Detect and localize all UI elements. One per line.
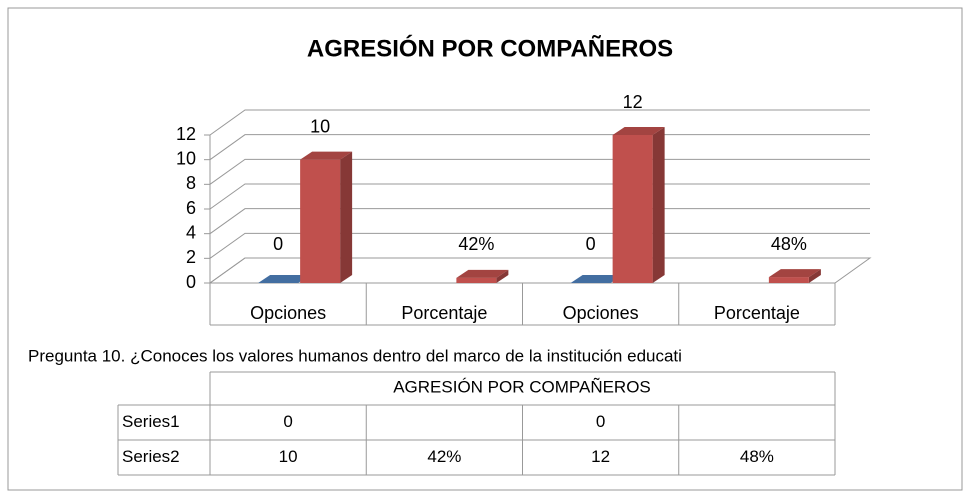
bar-side [808, 269, 821, 283]
bar-side [340, 151, 353, 283]
table-cell: 48% [740, 447, 774, 466]
subtitle: Pregunta 10. ¿Conoces los valores humano… [28, 346, 682, 365]
data-label: 10 [310, 116, 330, 136]
data-label: 48% [771, 234, 807, 254]
bar [570, 275, 623, 283]
legend-label: Series2 [122, 447, 180, 466]
y-tick-label: 12 [176, 124, 196, 144]
y-tick-label: 6 [186, 198, 196, 218]
data-label: 12 [623, 92, 643, 112]
y-tick-label: 10 [176, 148, 196, 168]
bar-front [768, 277, 809, 283]
y-tick-label: 8 [186, 173, 196, 193]
table-cell: 12 [591, 447, 610, 466]
grid-line [209, 109, 870, 136]
table-cell: 0 [283, 412, 292, 431]
bar-top [456, 269, 509, 278]
bar [300, 151, 353, 283]
table-cell: 0 [596, 412, 605, 431]
table-title: AGRESIÓN POR COMPAÑEROS [393, 377, 651, 396]
legend-label: Series1 [122, 412, 180, 431]
bar [612, 127, 665, 283]
bar-top [612, 127, 665, 135]
bar-top [300, 151, 353, 160]
bar-side [496, 269, 509, 283]
bar [258, 275, 311, 283]
bar-top [258, 275, 311, 283]
y-tick-label: 4 [186, 222, 196, 242]
bar [456, 269, 509, 283]
x-tick-label: Porcentaje [401, 303, 487, 323]
bar-top [768, 269, 821, 278]
bar-front [612, 135, 653, 283]
x-tick-label: Porcentaje [714, 303, 800, 323]
chart-border [7, 7, 963, 491]
x-tick-label: Opciones [563, 303, 639, 323]
table-cell: 10 [279, 447, 298, 466]
data-label: 0 [586, 234, 596, 254]
y-tick-label: 2 [186, 247, 196, 267]
bar-side [652, 127, 665, 283]
bar [768, 269, 821, 283]
bar-front [300, 159, 341, 283]
data-label: 0 [273, 234, 283, 254]
x-tick-label: Opciones [250, 303, 326, 323]
y-tick-label: 0 [186, 272, 196, 292]
bar-top [570, 275, 623, 283]
bar-front [456, 277, 497, 283]
chart-title: AGRESIÓN POR COMPAÑEROS [307, 34, 673, 62]
data-label: 42% [458, 234, 494, 254]
table-cell: 42% [427, 447, 461, 466]
